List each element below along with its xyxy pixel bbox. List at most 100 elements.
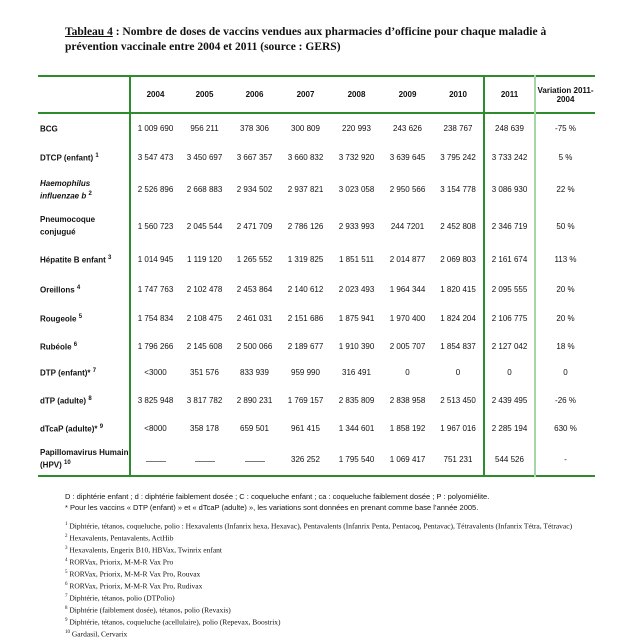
table-cell: 1 344 601	[338, 424, 375, 433]
table-cell: 3 547 473	[137, 152, 174, 162]
table-cell: 3 450 697	[186, 152, 223, 162]
note-line: D : diphtérie enfant ; d : diphtérie fai…	[65, 492, 490, 501]
table-cell: 3 667 357	[236, 152, 273, 162]
table-cell: 22 %	[556, 185, 575, 194]
table-cell: 2 835 809	[338, 395, 375, 405]
column-header: 2010	[433, 76, 485, 113]
table-cell: 2 095 555	[484, 274, 536, 304]
table-cell: 1 970 400	[389, 314, 426, 323]
footnote-ref: 5	[78, 314, 83, 321]
table-cell: 2 045 544	[186, 221, 223, 231]
table-cell: 2 145 608	[186, 341, 223, 351]
table-cell: 1 754 834	[137, 314, 174, 323]
table-cell: 351 576	[190, 368, 219, 377]
caption-label: Tableau 4	[65, 26, 113, 38]
table-cell: 1 119 120	[187, 254, 222, 264]
row-label: BCG	[38, 113, 131, 143]
table-cell: 956 211	[190, 124, 219, 133]
table-cell: 326 252	[291, 454, 320, 464]
table-row: Pneumocoque conjugué 1 560 723 2 045 544 2…	[38, 208, 595, 244]
table-row: DTP (enfant)* 7 <3000 351 576 833 939 959 99…	[38, 359, 595, 386]
table-cell: 1 967 016	[433, 414, 485, 443]
table-cell: 2 127 042	[484, 333, 536, 359]
table-row: DTCP (enfant) 1 3 547 473 3 450 697 3 667 3…	[38, 143, 595, 171]
table-cell: 5 %	[558, 152, 573, 162]
table-cell: 2 668 883	[186, 185, 223, 194]
column-header: 2011	[484, 76, 536, 113]
table-cell: 659 501	[240, 424, 269, 433]
table-cell: 1 747 763	[137, 284, 174, 294]
table-cell: 2 453 864	[236, 284, 273, 294]
table-cell: 2 513 450	[433, 386, 485, 414]
table-cell: 2 526 896	[137, 185, 174, 194]
table-cell	[130, 443, 180, 476]
table-cell: 544 526	[484, 443, 536, 476]
column-header: 2004	[146, 90, 165, 99]
row-label: Pneumocoque conjugué	[38, 208, 131, 244]
table-cell: 238 767	[433, 113, 485, 143]
footnote: 10 Gardasil, Cervarix	[65, 629, 128, 639]
table-cell: 1 875 941	[338, 314, 375, 323]
footnote: 8 Diphtérie (faiblement dosée), tétanos,…	[65, 605, 231, 615]
table-cell: 1 851 511	[339, 254, 374, 264]
note-line: * Pour les vaccins « DTP (enfant) » et «…	[65, 503, 479, 512]
table-cell: 0	[484, 359, 536, 386]
footnote-ref: 3	[108, 254, 112, 261]
table-cell: 3 795 242	[433, 143, 485, 171]
table-cell: 300 809	[291, 124, 320, 133]
table-cell: 2 102 478	[186, 284, 223, 294]
footnote: 3 Hexavalents, Engerix B10, HBVax, Twinr…	[65, 545, 223, 555]
footnote: 5 RORVax, Priorix, M-M-R Vax Pro, Rouvax	[65, 569, 201, 579]
column-header: 2009	[398, 90, 417, 99]
table-cell: 2 151 686	[287, 314, 324, 323]
table-cell	[229, 443, 280, 476]
table-cell: 20 %	[556, 284, 575, 294]
table-cell: 50 %	[556, 221, 575, 231]
footnote: 7 Diphtérie, tétanos, polio (DTPolio)	[65, 593, 175, 603]
row-label: dTP (adulte) 8	[38, 386, 131, 414]
table-cell: 630 %	[554, 424, 577, 433]
column-header: 2008	[347, 90, 366, 99]
footnote-ref: 10	[64, 460, 71, 467]
table-cell: 113 %	[554, 254, 577, 264]
table-cell: 0	[405, 368, 410, 377]
table-cell: 2 161 674	[484, 244, 536, 274]
table-cell: 1 964 344	[389, 284, 426, 294]
table-cell: 961 415	[291, 424, 320, 433]
table-row: Haemophilus influenzae b 2 2 526 896 2 668…	[38, 171, 595, 208]
table-cell: 2 461 031	[236, 314, 273, 323]
table-cell: 2 934 502	[236, 185, 273, 194]
table-cell: 378 306	[240, 124, 269, 133]
table-cell: -75 %	[555, 124, 576, 133]
table-cell: 3 660 832	[287, 152, 324, 162]
table-cell: 1 795 540	[338, 454, 375, 464]
row-label: DTP (enfant)* 7	[38, 359, 131, 386]
table-cell: 2 439 495	[484, 386, 536, 414]
table-cell: 2 014 877	[389, 254, 426, 264]
table-cell: 18 %	[556, 341, 575, 351]
table-cell: 2 108 475	[186, 314, 223, 323]
table-cell: 220 993	[342, 124, 371, 133]
table-cell: 2 471 709	[236, 221, 273, 231]
table-cell: 3 825 948	[137, 395, 174, 405]
empty-dash	[244, 460, 265, 462]
row-label: Haemophilus influenzae b 2	[38, 171, 131, 208]
footnote-ref: 6	[73, 341, 78, 348]
table-cell: 1 824 204	[433, 304, 485, 333]
table-cell: 2 500 066	[236, 341, 273, 351]
table-cell: 2 937 821	[287, 185, 324, 194]
footnote-ref: 7	[92, 368, 97, 375]
caption-text: : Nombre de doses de vaccins vendues aux…	[65, 26, 547, 53]
empty-dash	[194, 460, 215, 462]
table-cell: -26 %	[555, 395, 576, 405]
table-cell: 1 769 157	[287, 395, 324, 405]
table-cell: 2 140 612	[287, 284, 324, 294]
table-cell: 1 069 417	[389, 454, 426, 464]
table-cell: 3 817 782	[186, 395, 223, 405]
table-cell: 358 178	[190, 424, 219, 433]
table-cell: 1 796 266	[137, 341, 174, 351]
table-cell: 0	[433, 359, 485, 386]
table-cell: 1 265 552	[236, 254, 273, 264]
table-cell: 2 189 677	[287, 341, 324, 351]
table-row: Oreillons 4 1 747 763 2 102 478 2 453 864 2 …	[38, 274, 595, 304]
